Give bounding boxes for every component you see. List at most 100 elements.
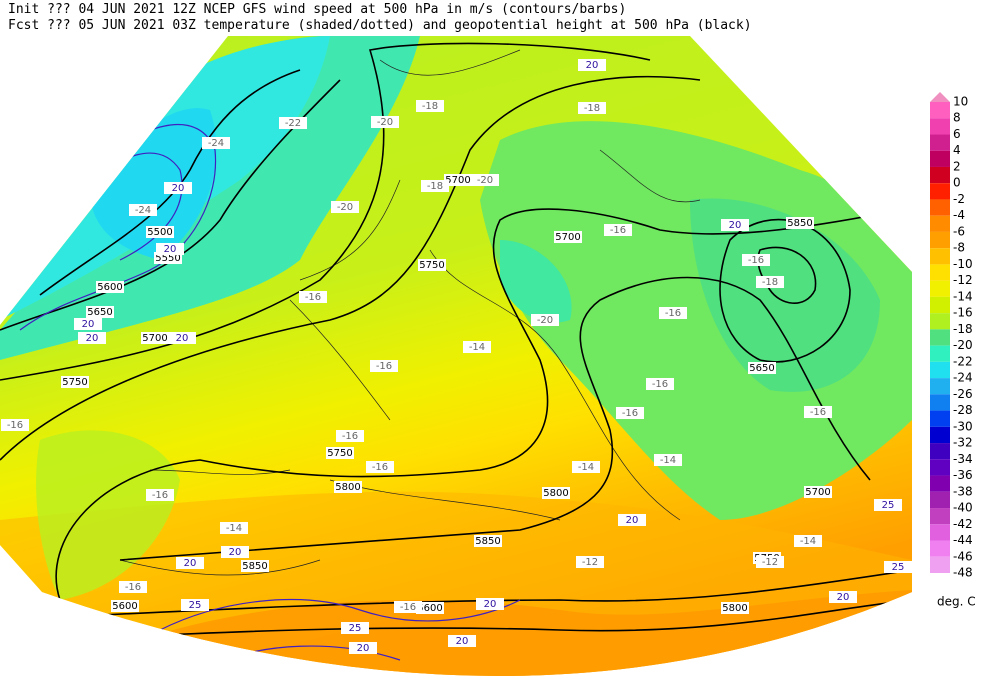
label-background [74,318,102,330]
label-background [168,332,196,344]
temperature-label: -14 [800,536,816,547]
colorbar-label: -4 [953,208,965,222]
temperature-label: -16 [342,431,358,442]
height-label: 5600 [112,601,137,612]
label-background [654,454,682,466]
colorbar-swatch [930,540,950,557]
label-background [61,376,89,388]
temperature-label: -18 [422,101,438,112]
colorbar-label: -2 [953,192,965,206]
label-background [576,556,604,568]
label-background [604,224,632,236]
label-background [418,259,446,271]
label-background [416,602,444,614]
colorbar: 10 8 6 4 2 0 -2 -4 -6 -8 -10 -12 -14 -16 -18 -20 -22 -24 -… [930,92,973,580]
temperature-label: -16 [7,420,23,431]
colorbar-swatch [930,183,950,200]
colorbar-swatch [930,491,950,509]
label-background [786,217,814,229]
label-background [181,599,209,611]
wind-label: 25 [189,600,202,611]
colorbar-swatch [930,361,950,379]
temperature-label: -18 [584,103,600,114]
contour-labels: 5500 5550 5600 5650 5700 5750 5700 5700 5750 5850… [1,59,912,654]
label-background [721,602,749,614]
temperature-label: -16 [152,490,168,501]
colorbar-label: -8 [953,241,965,255]
label-background [164,182,192,194]
label-background [444,174,472,186]
label-background [371,116,399,128]
height-label: 5700 [445,175,470,186]
temperature-label: -16 [400,602,416,613]
colorbar-swatch [930,443,950,460]
temperature-label: -16 [748,255,764,266]
colorbar-label: -18 [953,322,973,336]
colorbar-swatch [930,102,950,119]
wind-label: 25 [882,500,895,511]
wind-label: 20 [86,333,99,344]
label-background [874,499,902,511]
temperature-label: -24 [208,138,224,149]
temperature-label: -18 [762,277,778,288]
temperature-label: -16 [305,292,321,303]
label-background [78,332,106,344]
label-background [129,204,157,216]
colorbar-unit: deg. C [937,595,976,609]
colorbar-swatch [930,296,950,314]
label-background [542,487,570,499]
temperature-label: -14 [469,342,485,353]
label-background [578,59,606,71]
colorbar-swatch [930,475,950,492]
temperature-label: -18 [427,181,443,192]
colorbar-label: -26 [953,387,973,401]
temperature-label: -16 [810,407,826,418]
label-background [578,102,606,114]
height-label: 5800 [335,482,360,493]
label-background [471,174,499,186]
colorbar-label: -40 [953,501,973,515]
colorbar-label: -30 [953,419,973,433]
label-background [366,461,394,473]
label-background [756,556,784,568]
label-background [146,226,174,238]
label-background [331,201,359,213]
colorbar-label: -42 [953,517,973,531]
wind-label: 20 [586,60,599,71]
label-background [220,522,248,534]
height-label: 5700 [555,232,580,243]
label-background [111,600,139,612]
colorbar-swatch [930,118,950,135]
height-label: 5850 [787,218,812,229]
label-background [221,546,249,558]
colorbar-swatch [930,345,950,362]
wind-label: 20 [176,333,189,344]
label-background [618,514,646,526]
wind-label: 20 [229,547,242,558]
label-background [829,591,857,603]
temperature-label: -20 [337,202,353,213]
label-background [326,447,354,459]
wind-label: 20 [164,244,177,255]
label-background [96,281,124,293]
label-background [476,598,504,610]
colorbar-label: -28 [953,403,973,417]
label-background [756,276,784,288]
temperature-label: -16 [376,361,392,372]
colorbar-label: -24 [953,371,973,385]
colorbar-arrow [930,92,950,102]
temperature-label: -16 [372,462,388,473]
label-background [554,231,582,243]
height-label: 5600 [417,603,442,614]
header-line-1: Init ??? 04 JUN 2021 12Z NCEP GFS wind s… [8,2,626,17]
label-background [572,461,600,473]
colorbar-swatch [930,215,950,232]
label-background [531,314,559,326]
colorbar-label: 10 [953,95,968,109]
colorbar-swatch [930,426,950,444]
label-background [804,486,832,498]
wind-label: 20 [172,183,185,194]
colorbar-swatch [930,199,950,216]
label-background [646,378,674,390]
